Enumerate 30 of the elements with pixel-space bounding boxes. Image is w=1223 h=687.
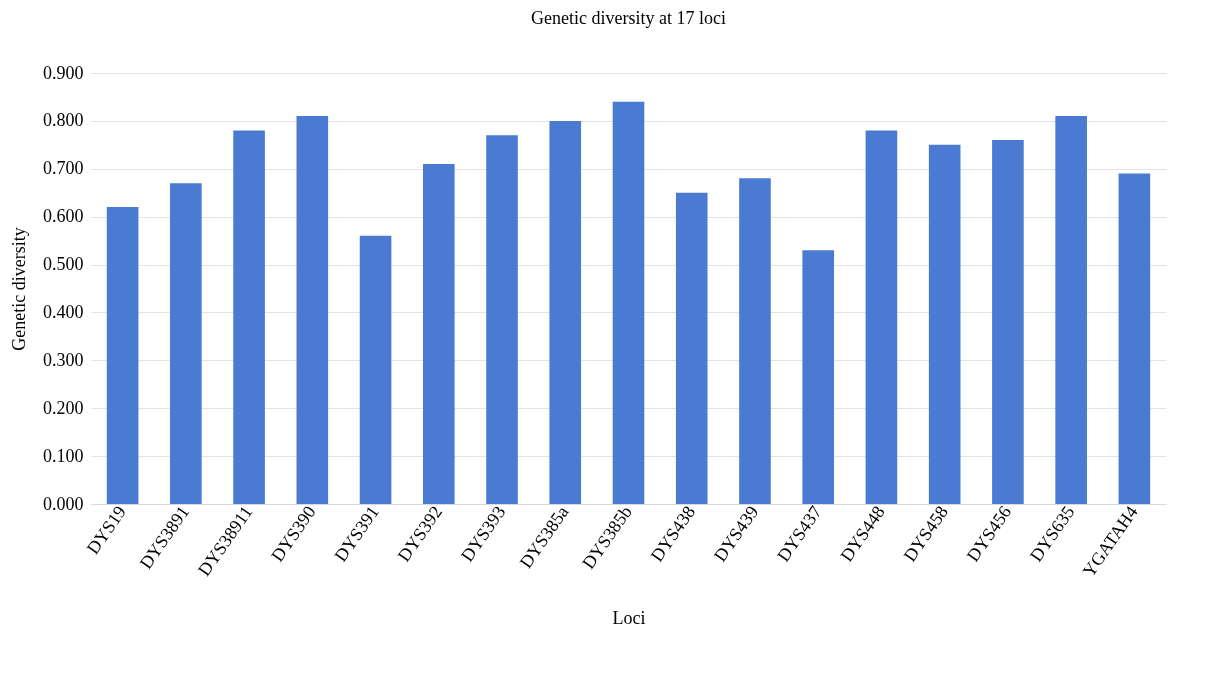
bar — [106, 207, 139, 504]
bar — [1118, 173, 1151, 504]
y-tick-label: 0.600 — [43, 206, 84, 227]
bar — [675, 192, 708, 504]
y-tick-label: 0.900 — [43, 62, 84, 83]
y-tick-label: 0.100 — [43, 445, 84, 466]
y-axis-title: Genetic diversity — [9, 227, 29, 351]
y-tick-label: 0.700 — [43, 158, 84, 179]
bar — [296, 116, 329, 504]
bar — [422, 163, 455, 504]
bar — [928, 144, 961, 504]
bar — [865, 130, 898, 504]
y-tick-label: 0.800 — [43, 110, 84, 131]
bar — [802, 250, 835, 504]
bar — [486, 135, 518, 504]
y-tick-label: 0.300 — [43, 349, 84, 370]
bar — [1055, 116, 1087, 504]
bar — [549, 120, 582, 504]
y-tick-label: 0.000 — [43, 493, 84, 514]
bar — [233, 130, 265, 504]
chart-title: Genetic diversity at 17 loci — [531, 8, 726, 28]
bar — [612, 101, 645, 504]
bar — [170, 183, 202, 504]
x-axis-title: Loci — [612, 608, 646, 629]
y-tick-label: 0.500 — [43, 254, 84, 275]
bar — [992, 140, 1024, 504]
bar — [359, 235, 392, 504]
y-tick-label: 0.400 — [43, 301, 84, 322]
bar — [739, 178, 771, 504]
y-tick-label: 0.200 — [43, 397, 84, 418]
